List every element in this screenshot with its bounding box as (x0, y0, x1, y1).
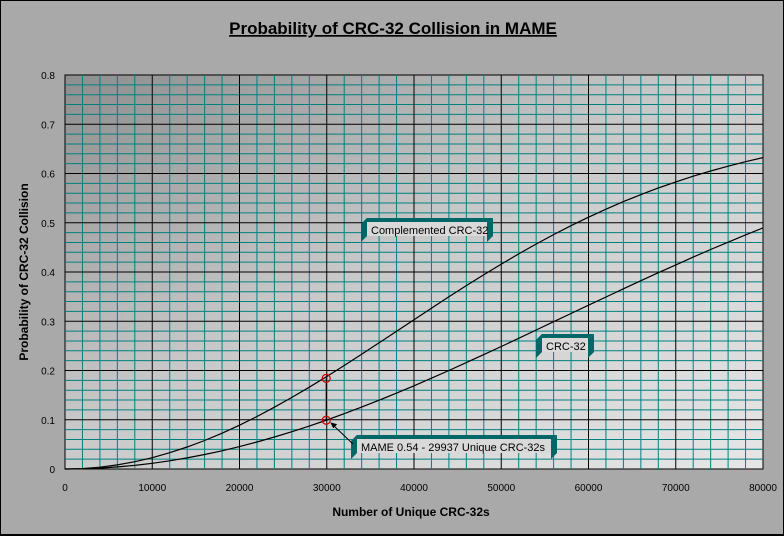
callout-complemented-crc32: Complemented CRC-32 (361, 218, 493, 242)
series-line-crc-32 (64, 227, 764, 470)
y-tick-label: 0.4 (41, 268, 55, 279)
callout-box (357, 439, 551, 453)
collision-marker (321, 415, 331, 425)
callout-side-face (588, 334, 594, 358)
callout-left-face (351, 435, 357, 459)
x-tick-label: 40000 (400, 483, 428, 494)
y-tick-label: 0.8 (41, 71, 55, 82)
y-tick-label: 0.5 (41, 219, 55, 230)
callouts: Complemented CRC-32 CRC-32 MAME 0.54 - 299… (330, 218, 594, 459)
callout-left-face (361, 218, 367, 242)
collision-marker (321, 373, 331, 383)
callout-side-face (551, 435, 557, 459)
x-tick-label: 10000 (138, 483, 166, 494)
callout-box (542, 338, 588, 352)
callout-left-face (536, 334, 542, 358)
callout-box (367, 222, 487, 236)
x-tick-labels: 0 10000 20000 30000 40000 50000 60000 70000 8000… (62, 483, 777, 494)
callout-label: MAME 0.54 - 29937 Unique CRC-32s (361, 442, 546, 454)
y-axis-title: Probability of CRC-32 Collision (17, 183, 31, 360)
series-line-complemented-crc-32 (64, 157, 764, 470)
callout-label: CRC-32 (546, 341, 586, 353)
y-tick-label: 0.1 (41, 416, 55, 427)
callout-side-face (487, 218, 493, 242)
x-tick-label: 20000 (226, 483, 254, 494)
y-tick-label: 0.2 (41, 367, 55, 378)
y-tick-label: 0.3 (41, 317, 55, 328)
x-tick-label: 70000 (662, 483, 690, 494)
series-lines (64, 157, 764, 470)
callout-label: Complemented CRC-32 (371, 225, 488, 237)
x-tick-label: 30000 (313, 483, 341, 494)
callout-arrow-line (331, 423, 354, 445)
callout-mame-054: MAME 0.54 - 29937 Unique CRC-32s (351, 435, 557, 459)
x-axis-title: Number of Unique CRC-32s (332, 505, 490, 519)
x-tick-label: 50000 (487, 483, 515, 494)
chart-title: Probability of CRC-32 Collision in MAME (229, 19, 557, 38)
callout-arrow-head (330, 422, 338, 429)
y-tick-label: 0.7 (41, 120, 55, 131)
x-tick-label: 60000 (575, 483, 603, 494)
collision-markers (321, 373, 331, 425)
y-tick-label: 0.6 (41, 170, 55, 181)
x-tick-label: 0 (62, 483, 68, 494)
major-gridlines (65, 75, 763, 469)
y-tick-labels: 0 0.1 0.2 0.3 0.4 0.5 0.6 0.7 0.8 (41, 71, 55, 476)
x-tick-label: 80000 (749, 483, 777, 494)
y-tick-label: 0 (49, 465, 55, 476)
callout-crc32: CRC-32 (536, 334, 594, 358)
